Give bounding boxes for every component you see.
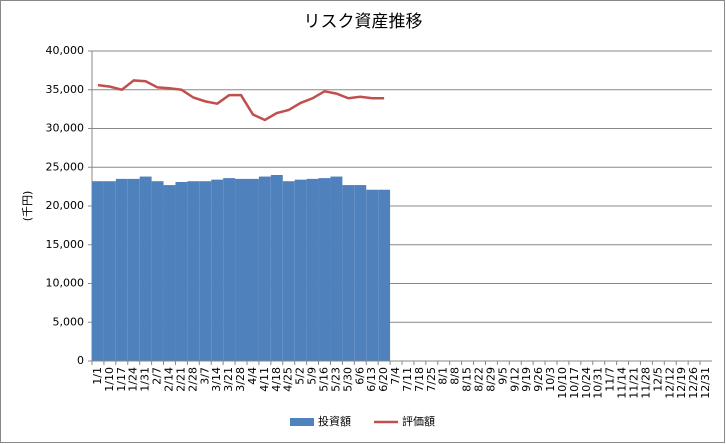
x-tick-label: 8/22 bbox=[473, 367, 486, 392]
x-tick-label: 12/5 bbox=[651, 367, 664, 392]
bar bbox=[139, 176, 152, 361]
x-tick-label: 4/11 bbox=[258, 367, 271, 392]
x-tick-label: 3/21 bbox=[222, 367, 235, 392]
x-tick-label: 3/7 bbox=[198, 367, 211, 385]
x-tick-label: 6/6 bbox=[353, 367, 366, 385]
legend-swatch bbox=[290, 418, 314, 426]
y-tick-label: 30,000 bbox=[46, 122, 85, 135]
x-tick-label: 10/17 bbox=[568, 367, 581, 399]
x-tick-label: 8/15 bbox=[461, 367, 474, 392]
x-tick-label: 9/19 bbox=[520, 367, 533, 392]
bar bbox=[306, 178, 319, 361]
x-tick-label: 8/29 bbox=[484, 367, 497, 392]
line bbox=[97, 79, 385, 122]
x-tick-label: 2/7 bbox=[151, 367, 164, 385]
bar bbox=[282, 181, 295, 361]
y-tick-label: 0 bbox=[77, 354, 84, 367]
bar bbox=[163, 185, 176, 361]
y-tick-label: 20,000 bbox=[46, 199, 85, 212]
y-axis-label: (千円) bbox=[21, 191, 34, 222]
y-tick-label: 35,000 bbox=[46, 83, 85, 96]
x-tick-label: 10/31 bbox=[592, 367, 605, 399]
y-tick-label: 40,000 bbox=[46, 44, 85, 57]
x-tick-label: 5/9 bbox=[306, 367, 319, 385]
x-tick-label: 6/20 bbox=[377, 367, 390, 392]
bar bbox=[187, 181, 200, 361]
chart-title: リスク資産推移 bbox=[304, 12, 423, 32]
bar bbox=[378, 189, 391, 361]
legend-label: 投資額 bbox=[318, 414, 351, 428]
bar bbox=[366, 189, 379, 361]
bar bbox=[330, 176, 343, 361]
x-tick-label: 5/16 bbox=[318, 367, 331, 392]
x-tick-label: 5/2 bbox=[294, 367, 307, 385]
bar bbox=[247, 178, 259, 361]
x-tick-label: 7/25 bbox=[425, 367, 438, 392]
x-tick-label: 2/21 bbox=[174, 367, 187, 392]
y-tick-label: 15,000 bbox=[46, 238, 85, 251]
bar bbox=[115, 178, 128, 361]
bar bbox=[103, 181, 116, 361]
x-tick-label: 3/28 bbox=[234, 367, 247, 392]
x-tick-label: 1/10 bbox=[103, 367, 116, 392]
x-tick-label: 9/26 bbox=[532, 367, 545, 392]
x-tick-label: 1/17 bbox=[115, 367, 128, 392]
x-tick-label: 8/1 bbox=[437, 367, 450, 385]
x-tick-label: 10/24 bbox=[580, 367, 593, 399]
bar bbox=[318, 178, 331, 361]
x-tick-label: 11/7 bbox=[604, 367, 617, 392]
x-tick-label: 1/1 bbox=[91, 367, 104, 385]
x-tick-label: 9/12 bbox=[508, 367, 521, 392]
x-tick-label: 2/28 bbox=[186, 367, 199, 392]
x-tick-label: 12/26 bbox=[687, 367, 700, 399]
bar bbox=[270, 175, 283, 361]
bar bbox=[223, 178, 236, 361]
bar bbox=[151, 181, 164, 361]
x-tick-label: 1/31 bbox=[139, 367, 152, 392]
x-tick-label: 7/18 bbox=[413, 367, 426, 392]
x-tick-label: 1/24 bbox=[127, 367, 140, 392]
x-tick-label: 5/23 bbox=[329, 367, 342, 392]
bar bbox=[175, 181, 188, 361]
x-tick-label: 4/25 bbox=[282, 367, 295, 392]
x-tick-label: 12/31 bbox=[699, 367, 712, 399]
bar bbox=[235, 178, 247, 361]
bar bbox=[342, 185, 355, 361]
x-tick-label: 11/14 bbox=[616, 367, 629, 399]
y-tick-label: 10,000 bbox=[46, 277, 85, 290]
x-tick-label: 11/28 bbox=[639, 367, 652, 399]
bar bbox=[211, 179, 224, 361]
x-tick-label: 9/5 bbox=[496, 367, 509, 385]
x-tick-label: 11/21 bbox=[628, 367, 641, 399]
bar bbox=[199, 181, 212, 361]
y-tick-label: 25,000 bbox=[46, 160, 85, 173]
x-tick-label: 10/10 bbox=[556, 367, 569, 399]
x-tick-label: 7/4 bbox=[389, 367, 402, 385]
x-tick-label: 7/11 bbox=[401, 367, 414, 392]
x-tick-label: 12/19 bbox=[675, 367, 688, 399]
x-tick-label: 12/12 bbox=[663, 367, 676, 399]
bar bbox=[294, 179, 307, 361]
x-tick-label: 2/14 bbox=[163, 367, 176, 392]
bar bbox=[258, 176, 271, 361]
x-tick-label: 10/3 bbox=[544, 367, 557, 392]
x-tick-label: 8/8 bbox=[449, 367, 462, 385]
x-tick-label: 3/14 bbox=[210, 367, 223, 392]
bar bbox=[354, 185, 367, 361]
x-tick-label: 5/30 bbox=[341, 367, 354, 392]
legend-label: 評価額 bbox=[402, 414, 435, 428]
bar bbox=[127, 178, 140, 361]
x-tick-label: 4/18 bbox=[270, 367, 283, 392]
x-tick-label: 6/13 bbox=[365, 367, 378, 392]
y-tick-label: 5,000 bbox=[53, 315, 85, 328]
x-tick-label: 4/4 bbox=[246, 367, 259, 385]
bar bbox=[92, 181, 104, 361]
